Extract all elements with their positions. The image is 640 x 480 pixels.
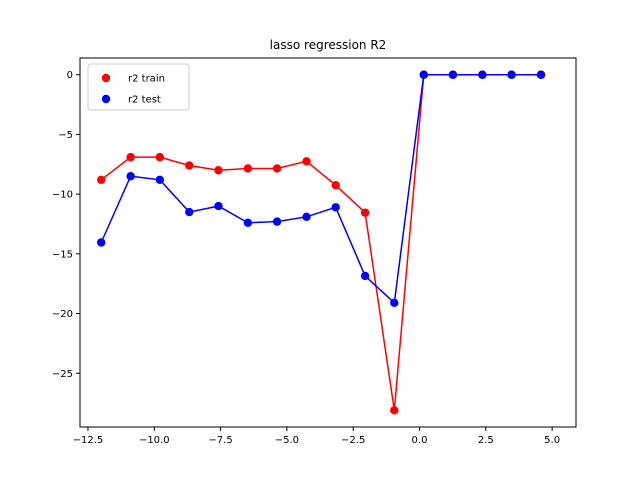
data-point (331, 203, 340, 212)
data-point (185, 207, 194, 217)
axes-frame (79, 57, 577, 428)
x-tick-label: −2.5 (341, 435, 365, 446)
axes: −12.5 −10.0 −7.5 −5.0 −2.5 0.0 2.5 5.0 0 −5 −10 −15… (52, 57, 577, 446)
x-tick-label: −5.0 (275, 435, 299, 446)
data-point (126, 152, 135, 162)
series-line (100, 73, 541, 305)
legend-box (87, 63, 190, 111)
x-tick-label: −10.0 (139, 435, 170, 446)
data-point (390, 298, 399, 308)
x-tick-label: 5.0 (544, 435, 560, 446)
data-point (97, 175, 106, 185)
data-point (185, 161, 194, 170)
legend-marker (101, 94, 111, 104)
data-point (360, 208, 370, 217)
data-point (390, 406, 399, 415)
data-point (126, 172, 135, 181)
x-tick-label: −7.5 (208, 435, 232, 446)
legend-label: r2 train (128, 74, 165, 85)
data-point (302, 157, 311, 166)
data-point (214, 201, 223, 211)
x-tick-label: 2.5 (478, 435, 494, 446)
y-tick-label: −20 (52, 309, 73, 320)
data-point (331, 180, 340, 190)
data-point (272, 217, 282, 226)
data-point (97, 238, 106, 247)
x-tick-label: 0.0 (412, 435, 428, 446)
y-tick-label: 0 (67, 70, 73, 81)
legend-entry: r2 test (101, 94, 161, 106)
chart-title: lasso regression R2 (270, 38, 387, 52)
data-point (536, 70, 546, 79)
y-tick-label: −5 (58, 130, 73, 141)
data-point (478, 70, 487, 79)
plot-area (97, 70, 546, 415)
legend-label: r2 test (128, 95, 161, 106)
y-tick-label: −15 (52, 249, 73, 260)
y-tick-label: −25 (52, 369, 73, 380)
data-point (272, 164, 282, 173)
data-point (155, 175, 165, 185)
legend: r2 train r2 test (87, 63, 190, 111)
series-test (97, 70, 546, 308)
data-point (360, 271, 370, 281)
data-point (243, 164, 253, 173)
legend-entry: r2 train (101, 73, 165, 85)
data-point (243, 218, 253, 227)
data-point (507, 70, 516, 79)
data-point (448, 70, 458, 79)
data-point (155, 152, 165, 162)
legend-marker (101, 73, 111, 83)
x-tick-label: −12.5 (73, 435, 104, 446)
data-point (302, 212, 311, 222)
y-tick-label: −10 (52, 190, 73, 201)
data-point (214, 166, 223, 175)
data-point (419, 70, 428, 79)
